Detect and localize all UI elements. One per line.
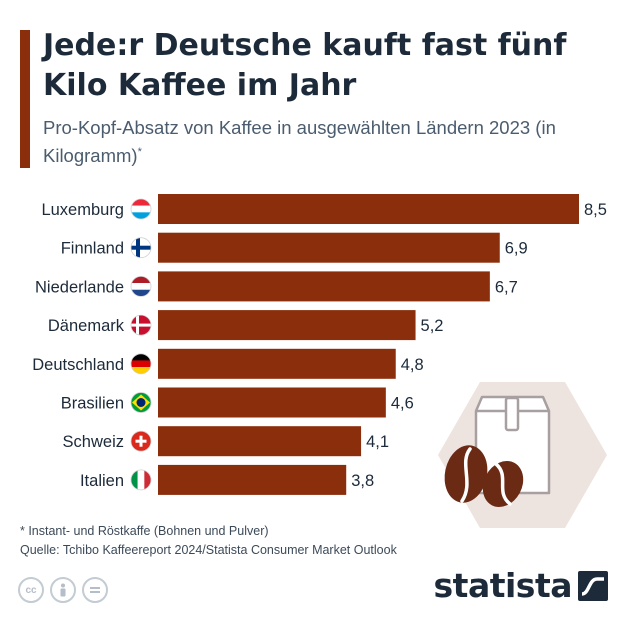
statista-logo[interactable]: statista (434, 566, 608, 605)
source-note: Quelle: Tchibo Kaffeereport 2024/Statist… (20, 543, 397, 557)
value-label: 6,9 (505, 240, 528, 258)
bar (158, 271, 490, 302)
value-label: 4,8 (401, 356, 424, 374)
bar (158, 310, 416, 341)
flag-fi-icon (131, 237, 151, 258)
flag-br-icon (131, 392, 151, 413)
chart-row: Brasilien 4,6 (61, 387, 414, 418)
chart-title: Jede:r Deutsche kauft fast fünf Kilo Kaf… (43, 28, 567, 103)
bar (158, 194, 579, 224)
chart-row: Niederlande 6,7 (35, 271, 518, 302)
bar (158, 464, 347, 495)
category-label: Italien (80, 472, 124, 490)
value-label: 8,5 (584, 201, 607, 219)
value-label: 3,8 (351, 472, 374, 490)
statista-logo-icon (578, 570, 608, 601)
by-person-icon[interactable] (50, 577, 76, 603)
chart-row: Luxemburg 8,5 (41, 194, 607, 224)
value-label: 4,6 (391, 395, 414, 413)
title-accent-bar (20, 30, 30, 168)
category-label: Dänemark (48, 317, 125, 335)
bar (158, 387, 386, 418)
category-label: Schweiz (63, 433, 124, 451)
flag-it-icon (131, 469, 151, 490)
category-label: Finnland (61, 240, 124, 258)
category-label: Luxemburg (41, 201, 124, 219)
value-label: 6,7 (495, 278, 518, 296)
category-label: Niederlande (35, 278, 124, 296)
flag-lu-icon (131, 199, 151, 219)
brand-name: statista (433, 566, 573, 605)
value-label: 5,2 (421, 317, 444, 335)
chart-row: Deutschland 4,8 (32, 348, 424, 379)
chart-row: Dänemark 5,2 (48, 310, 444, 341)
bar (158, 348, 396, 379)
subtitle-text: Pro-Kopf-Absatz von Kaffee in ausgewählt… (43, 117, 556, 167)
nd-equals-icon[interactable] (82, 577, 108, 603)
license-icons: cc (18, 577, 108, 603)
chart-subtitle: Pro-Kopf-Absatz von Kaffee in ausgewählt… (43, 116, 603, 168)
subtitle-footnote-marker: * (137, 146, 142, 158)
person-glyph-icon (60, 583, 66, 597)
flag-ch-icon (131, 431, 151, 452)
category-label: Deutschland (32, 356, 124, 374)
category-label: Brasilien (61, 395, 124, 413)
flag-de-icon (131, 353, 151, 374)
equals-glyph-icon (90, 587, 100, 593)
bar (158, 232, 500, 263)
bar (158, 426, 362, 457)
flag-dk-icon (131, 315, 151, 336)
footnote: * Instant- und Röstkaffe (Bohnen und Pul… (20, 524, 269, 538)
cc-icon[interactable]: cc (18, 577, 44, 603)
chart-row: Finnland 6,9 (61, 232, 528, 263)
value-label: 4,1 (366, 433, 389, 451)
flag-nl-icon (131, 276, 151, 297)
coffee-bean-icon (482, 461, 524, 507)
coffee-bean-icon (444, 445, 488, 503)
chart-row: Italien 3,8 (80, 464, 374, 495)
chart-row: Schweiz 4,1 (63, 426, 389, 457)
coffee-illustration (438, 382, 607, 528)
